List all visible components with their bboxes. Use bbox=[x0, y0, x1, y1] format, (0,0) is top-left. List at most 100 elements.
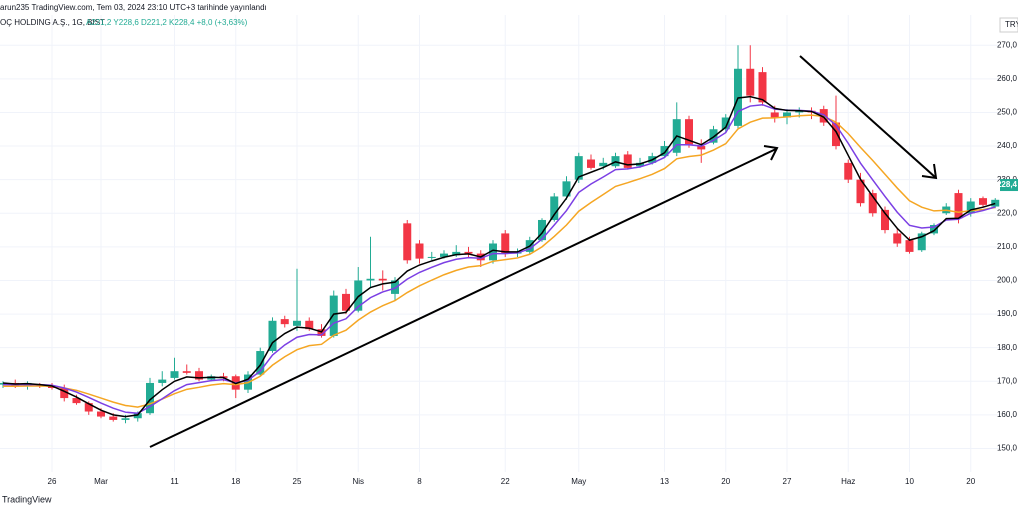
candle-body bbox=[452, 251, 461, 256]
x-tick-label: 20 bbox=[721, 477, 730, 486]
trend-arrow-up bbox=[149, 148, 777, 448]
x-tick-label: Nis bbox=[352, 477, 364, 486]
candle-body bbox=[795, 110, 804, 113]
candle-body bbox=[979, 198, 987, 205]
candle-body bbox=[930, 225, 938, 234]
candle-body bbox=[403, 223, 412, 261]
published-note: arun235 TradingView.com, Tem 03, 2024 23… bbox=[0, 3, 267, 12]
candle-body bbox=[464, 251, 473, 254]
candle-body bbox=[991, 199, 1000, 207]
candle-body bbox=[783, 112, 791, 118]
y-tick-label: 160,0 bbox=[997, 410, 1018, 419]
candle-body bbox=[158, 379, 167, 383]
candle-body bbox=[146, 382, 154, 414]
candle-body bbox=[574, 156, 583, 180]
candle-body bbox=[660, 146, 669, 157]
y-tick-label: 150,0 bbox=[997, 444, 1018, 453]
candle-body bbox=[917, 233, 926, 251]
brand: TradingView bbox=[2, 494, 52, 504]
candle-body bbox=[195, 371, 203, 380]
candle-body bbox=[329, 295, 338, 336]
x-tick-label: 18 bbox=[231, 477, 240, 486]
candle-body bbox=[587, 159, 595, 168]
y-tick-label: 210,0 bbox=[997, 242, 1018, 251]
candle-body bbox=[905, 240, 914, 252]
candle-body bbox=[182, 371, 191, 373]
x-tick-label: 22 bbox=[501, 477, 510, 486]
y-tick-label: 200,0 bbox=[997, 276, 1018, 285]
candle-body bbox=[489, 243, 497, 261]
candle-body bbox=[893, 233, 902, 244]
trend-arrow-down bbox=[799, 55, 936, 178]
candle-body bbox=[293, 320, 301, 326]
x-tick-label: 20 bbox=[966, 477, 975, 486]
x-tick-label: 26 bbox=[48, 477, 57, 486]
candle-body bbox=[599, 162, 608, 167]
x-tick-label: 13 bbox=[660, 477, 669, 486]
candle-body bbox=[770, 112, 779, 118]
candle-body bbox=[746, 68, 755, 96]
last-price-label: 228,4 bbox=[997, 180, 1018, 189]
x-tick-label: Haz bbox=[841, 477, 855, 486]
candle-body bbox=[697, 146, 706, 150]
x-tick-label: 10 bbox=[905, 477, 914, 486]
candle-body bbox=[685, 119, 693, 145]
arrow-head bbox=[763, 145, 779, 161]
last-price-tag bbox=[1000, 179, 1018, 192]
candle-body bbox=[60, 387, 69, 399]
candle-body bbox=[538, 219, 546, 241]
candle-body bbox=[378, 278, 387, 281]
arrow-head bbox=[921, 163, 938, 180]
y-tick-label: 220,0 bbox=[997, 208, 1018, 217]
candle-body bbox=[427, 256, 436, 258]
candle-body bbox=[954, 193, 963, 219]
candle-body bbox=[84, 403, 93, 412]
candle-body bbox=[97, 411, 105, 417]
candle-body bbox=[133, 413, 142, 419]
symbol: OÇ HOLDING A.Ş., 1G, BIST bbox=[0, 18, 105, 27]
candle-body bbox=[121, 418, 130, 420]
candle-body bbox=[709, 129, 718, 143]
plot bbox=[0, 45, 1000, 424]
candle-body bbox=[623, 154, 632, 168]
moving-average bbox=[2, 95, 996, 418]
candle-body bbox=[440, 253, 448, 257]
x-tick-label: 8 bbox=[417, 477, 422, 486]
currency: TRY bbox=[1005, 20, 1018, 29]
candle-body bbox=[758, 72, 767, 103]
candle-body bbox=[72, 398, 81, 404]
y-tick-label: 190,0 bbox=[997, 309, 1018, 318]
moving-average bbox=[3, 103, 996, 414]
candle-body bbox=[280, 319, 289, 325]
candle-body bbox=[966, 201, 975, 214]
x-tick-label: 27 bbox=[783, 477, 792, 486]
candle-body bbox=[501, 233, 510, 254]
candle-body bbox=[342, 293, 350, 311]
y-tick-label: 170,0 bbox=[997, 376, 1018, 385]
x-tick-label: May bbox=[571, 477, 586, 486]
candle-body bbox=[550, 196, 559, 220]
candle-body bbox=[562, 181, 571, 197]
candle-body bbox=[109, 416, 118, 420]
candle-body bbox=[415, 243, 424, 259]
candle-body bbox=[0, 382, 7, 385]
candle-body bbox=[391, 280, 399, 294]
candle-body bbox=[721, 117, 730, 130]
y-tick-label: 250,0 bbox=[997, 108, 1018, 117]
x-tick-label: Mar bbox=[94, 477, 108, 486]
candle-body bbox=[48, 386, 56, 388]
y-tick-label: 240,0 bbox=[997, 141, 1018, 150]
candle-body bbox=[354, 280, 363, 311]
y-tick-label: 180,0 bbox=[997, 343, 1018, 352]
ohlc: A221,2 Y228,6 D221,2 K228,4 +8,0 (+3,63%… bbox=[86, 18, 248, 27]
grid bbox=[0, 15, 1000, 472]
candle-body bbox=[881, 209, 889, 231]
candle-body bbox=[844, 162, 853, 180]
candle-body bbox=[366, 278, 375, 281]
x-tick-label: 25 bbox=[293, 477, 302, 486]
candle-body bbox=[832, 122, 840, 147]
candle-body bbox=[256, 351, 265, 375]
x-tick-label: 11 bbox=[170, 477, 179, 486]
